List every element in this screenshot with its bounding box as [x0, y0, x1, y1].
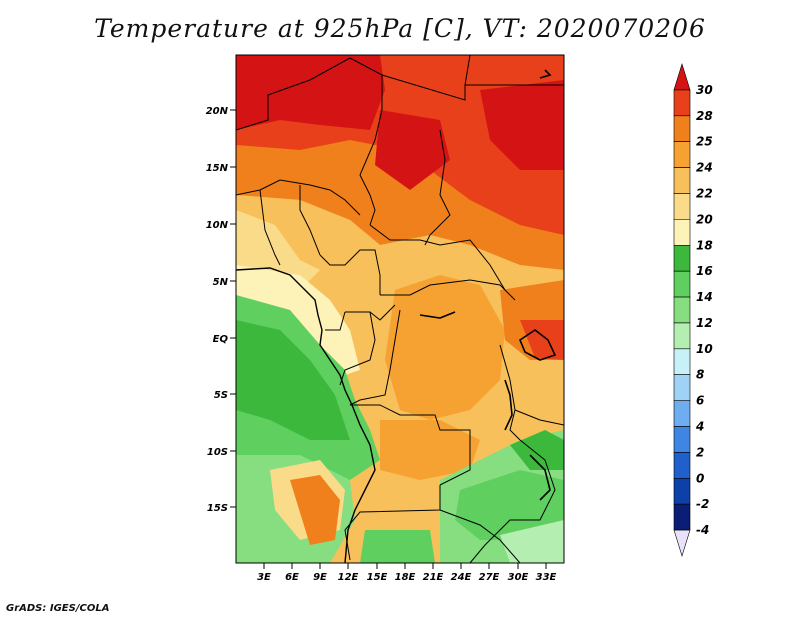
colorbar-swatch — [673, 348, 691, 376]
colorbar-label: 25 — [696, 135, 713, 149]
colorbar-label: -4 — [696, 523, 709, 537]
colorbar-swatch — [673, 322, 691, 350]
colorbar-label: 18 — [696, 238, 713, 252]
colorbar-label: -2 — [696, 497, 709, 511]
colorbar-label: 22 — [696, 186, 713, 200]
colorbar-swatch — [673, 400, 691, 427]
colorbar-label: 10 — [696, 342, 713, 356]
colorbar-swatch — [673, 62, 691, 91]
lon-label: 30E — [508, 572, 529, 583]
colorbar-swatch — [673, 503, 691, 531]
colorbar-label: 14 — [696, 290, 713, 304]
colorbar-label: 24 — [696, 161, 713, 175]
lat-label: 5N — [213, 277, 229, 288]
colorbar-label: 20 — [696, 212, 713, 226]
latitude-labels: 20N 15N 10N 5N EQ 5S 10S 15S — [206, 106, 229, 514]
colorbar-swatch — [673, 374, 691, 401]
lat-label: 10N — [206, 220, 229, 231]
footer-credit: GrADS: IGES/COLA — [6, 603, 110, 614]
lon-label: 24E — [451, 572, 472, 583]
colorbar-label: 16 — [696, 264, 713, 278]
lat-label: 20N — [206, 106, 229, 117]
colorbar-label: 0 — [696, 471, 704, 485]
colorbar-label: 8 — [696, 368, 704, 382]
lon-label: 27E — [479, 572, 500, 583]
colorbar-swatch — [673, 89, 691, 117]
longitude-labels: 3E 6E 9E 12E 15E 18E 21E 24E 27E 30E 33E — [257, 572, 556, 583]
colorbar-swatch — [673, 244, 691, 272]
lon-label: 15E — [367, 572, 388, 583]
colorbar-swatch — [673, 296, 691, 324]
lon-label: 6E — [285, 572, 299, 583]
latitude-axis — [230, 109, 236, 508]
lat-label: 10S — [207, 447, 228, 458]
colorbar-label: 12 — [696, 316, 713, 330]
colorbar-label: 2 — [696, 445, 704, 459]
lakes — [419, 69, 557, 501]
colorbar-swatch — [673, 167, 691, 194]
colorbar-swatch — [673, 219, 691, 246]
map-title: Temperature at 925hPa [C], VT: 202007020… — [94, 14, 706, 43]
lat-label: 5S — [214, 390, 228, 401]
colorbar-swatch — [673, 478, 691, 505]
colorbar-swatch — [673, 193, 691, 220]
colorbar-swatch — [673, 426, 691, 453]
longitude-axis — [263, 563, 547, 569]
lon-label: 3E — [257, 572, 271, 583]
colorbar-label: 4 — [695, 420, 704, 434]
coastline — [236, 267, 376, 563]
lon-label: 33E — [536, 572, 557, 583]
temperature-field — [236, 55, 564, 563]
colorbar-label: 30 — [696, 83, 713, 97]
colorbar-swatch — [673, 270, 691, 298]
colorbar-swatch — [673, 452, 691, 479]
colorbar-swatch — [673, 141, 691, 168]
lat-label: 15N — [206, 163, 229, 174]
lat-label: EQ — [213, 334, 229, 345]
lon-label: 21E — [423, 572, 444, 583]
colorbar-label: 6 — [696, 394, 704, 408]
lon-label: 18E — [395, 572, 416, 583]
colorbar-swatch — [673, 529, 691, 558]
colorbar-swatch — [673, 115, 691, 142]
colorbar-label: 28 — [696, 109, 713, 123]
lon-label: 12E — [338, 572, 359, 583]
map-frame — [235, 54, 565, 564]
lon-label: 9E — [313, 572, 327, 583]
lat-label: 15S — [207, 503, 228, 514]
